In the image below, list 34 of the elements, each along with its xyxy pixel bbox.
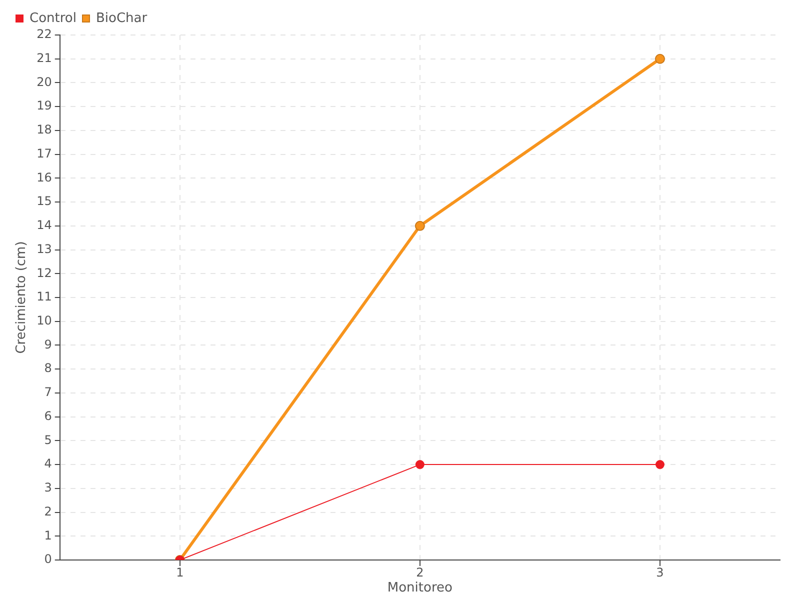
y-tick-label: 7: [44, 385, 52, 400]
y-tick-label: 15: [36, 194, 52, 208]
x-tick-label: 2: [416, 565, 424, 580]
y-tick-label: 2: [44, 504, 52, 518]
y-tick-label: 0: [44, 552, 52, 566]
y-tick-label: 18: [36, 122, 52, 137]
y-tick-label: 20: [36, 74, 52, 89]
y-tick-label: 10: [36, 313, 52, 328]
x-axis-title: Monitoreo: [387, 580, 453, 596]
y-tick-label: 1: [44, 528, 52, 542]
x-tick-label: 1: [176, 565, 184, 580]
legend-label: BioChar: [96, 10, 148, 26]
y-tick-label: 11: [36, 290, 52, 304]
legend-label: Control: [30, 10, 76, 26]
y-tick-label: 14: [36, 218, 52, 232]
y-tick-label: 6: [44, 408, 52, 423]
y-tick-label: 21: [36, 50, 52, 65]
y-tick-label: 5: [44, 432, 52, 447]
y-tick-label: 16: [36, 170, 52, 184]
y-tick-label: 8: [44, 361, 52, 376]
point: [655, 460, 664, 470]
y-tick-label: 9: [44, 337, 52, 352]
y-tick-label: 13: [36, 242, 52, 256]
y-tick-label: 17: [36, 146, 52, 160]
y-tick-label: 3: [44, 480, 52, 495]
y-tick-label: 22: [36, 27, 52, 42]
y-tick-label: 19: [36, 98, 52, 113]
x-tick-label: 3: [656, 565, 664, 580]
y-tick-label: 4: [44, 456, 52, 471]
point: [414, 220, 425, 231]
y-axis-title: Crecimiento (cm): [14, 241, 30, 354]
y-tick-label: 12: [36, 266, 52, 280]
point: [415, 460, 424, 470]
point: [654, 54, 665, 64]
